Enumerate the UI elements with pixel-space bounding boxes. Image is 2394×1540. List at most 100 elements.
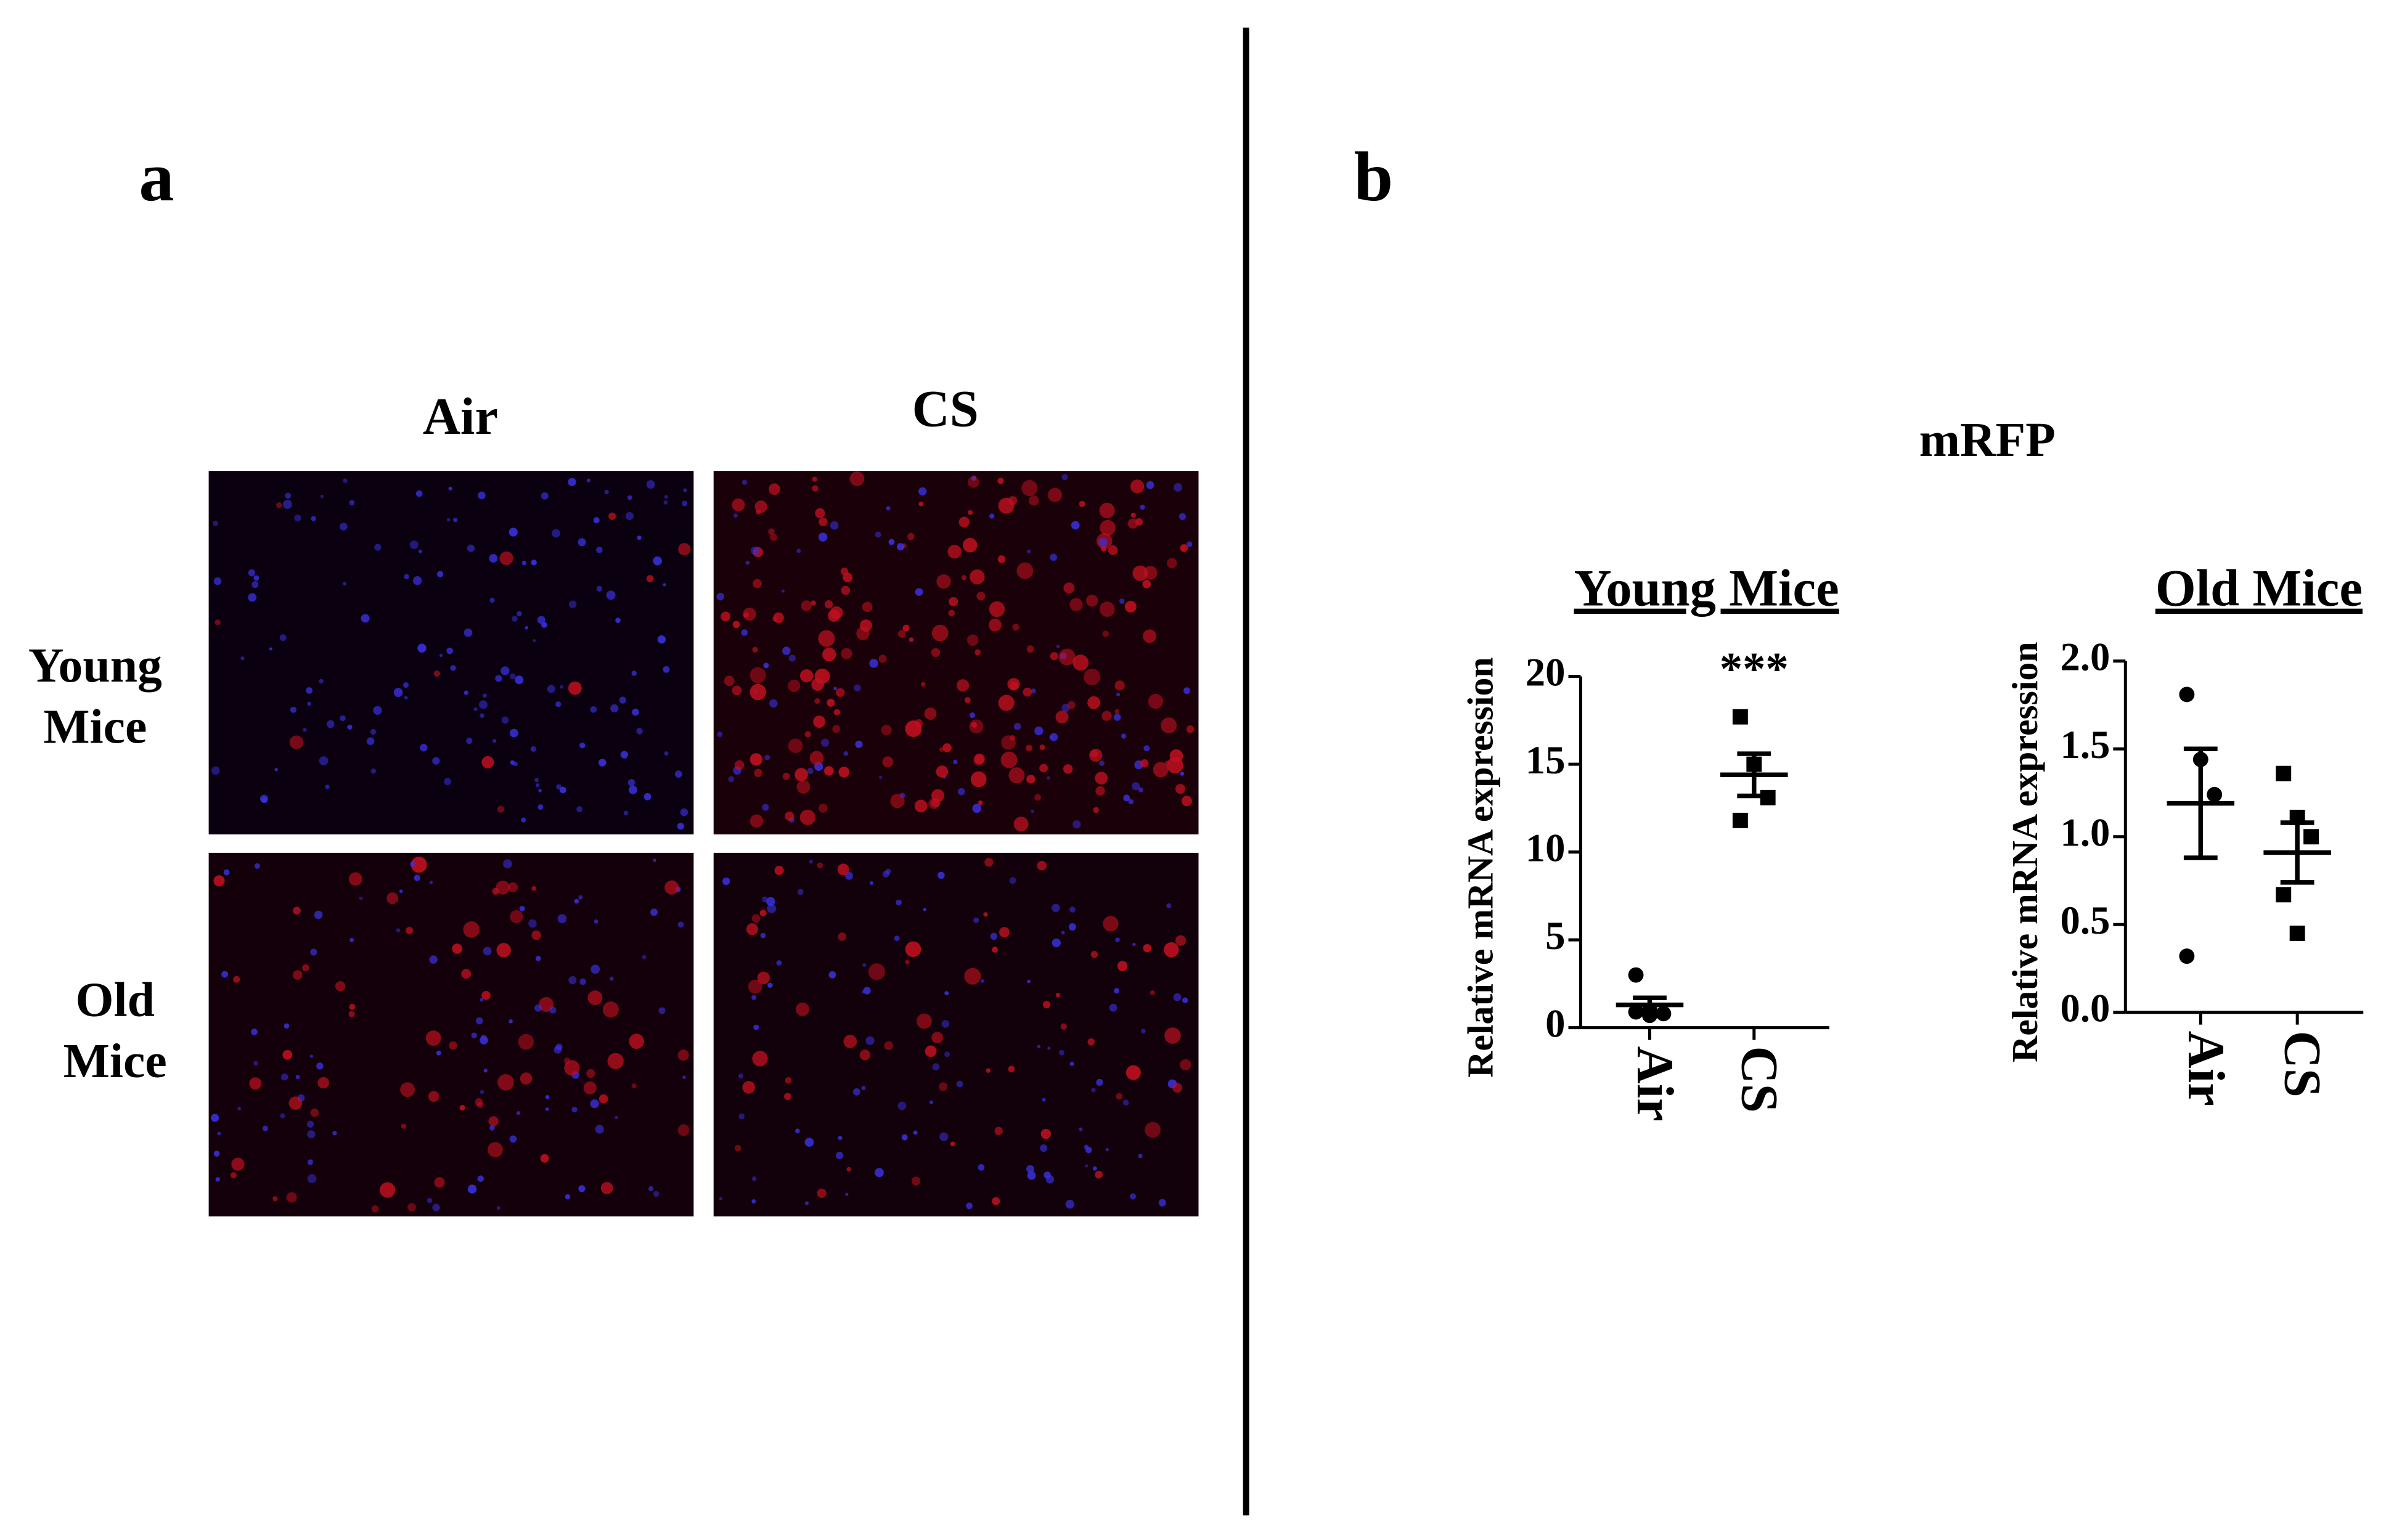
cell — [1180, 544, 1188, 552]
cell — [525, 625, 529, 630]
cell — [596, 547, 603, 553]
cell — [510, 673, 516, 680]
cell — [909, 637, 914, 642]
cell — [757, 971, 770, 985]
cell — [956, 1080, 963, 1088]
cell — [859, 619, 872, 632]
cell — [289, 735, 304, 749]
cell — [396, 928, 401, 933]
cell — [1042, 1098, 1046, 1102]
cell — [896, 899, 902, 906]
cell — [489, 1125, 495, 1131]
cell — [750, 683, 767, 701]
cell — [568, 600, 577, 608]
cell — [838, 767, 850, 778]
cell — [316, 1062, 324, 1070]
cell — [907, 532, 915, 540]
cell — [845, 1192, 849, 1196]
cell — [326, 720, 335, 728]
cell — [342, 581, 346, 586]
cell — [446, 518, 451, 522]
cell — [332, 1131, 337, 1136]
cell — [865, 1036, 875, 1045]
cell — [968, 510, 973, 515]
cell — [251, 581, 259, 589]
cell — [627, 495, 632, 500]
cell — [760, 932, 766, 939]
cell — [436, 571, 444, 577]
cell — [480, 998, 484, 1002]
cell — [286, 1192, 297, 1203]
micrographs — [208, 471, 1199, 1216]
cell — [492, 887, 499, 895]
cell — [604, 489, 609, 494]
cell — [989, 601, 1005, 617]
row-label: Mice — [43, 700, 147, 754]
cell — [901, 1134, 908, 1141]
cell — [643, 792, 652, 801]
cell — [578, 538, 586, 547]
cell — [972, 804, 982, 813]
cell — [512, 616, 518, 622]
cell — [607, 1053, 624, 1070]
cell — [1166, 903, 1172, 908]
cell — [942, 743, 952, 752]
cell — [452, 943, 463, 954]
cell — [1173, 993, 1182, 1001]
cell — [653, 858, 656, 862]
cell — [677, 1049, 689, 1061]
cell — [1039, 744, 1045, 751]
cell — [547, 685, 555, 693]
cell — [966, 1202, 973, 1210]
cell — [279, 634, 287, 642]
cell — [467, 1184, 477, 1194]
cell — [824, 600, 833, 609]
cell — [947, 545, 962, 559]
cell — [948, 609, 955, 617]
cell — [863, 987, 871, 995]
cell — [302, 964, 309, 972]
cell — [973, 917, 979, 923]
cell — [819, 517, 828, 526]
cell — [593, 517, 600, 524]
cell — [732, 685, 742, 696]
cell — [541, 492, 549, 500]
cell — [1182, 997, 1188, 1003]
cell — [745, 560, 750, 565]
cell — [406, 926, 414, 934]
cell — [849, 471, 865, 486]
cell — [410, 861, 415, 867]
cell — [822, 647, 836, 662]
cell — [306, 687, 313, 694]
cell — [590, 1099, 599, 1109]
cell — [531, 886, 537, 891]
cell — [636, 728, 643, 735]
cell — [1128, 799, 1134, 805]
cell — [415, 490, 423, 497]
cell — [253, 575, 259, 581]
cell — [559, 786, 566, 794]
cell — [574, 898, 579, 904]
cell — [814, 668, 830, 684]
cell — [896, 543, 904, 551]
cell — [1050, 553, 1058, 561]
micrograph — [208, 852, 694, 1216]
cell — [663, 666, 670, 673]
cell — [320, 494, 324, 499]
cell — [284, 1023, 290, 1029]
cell — [463, 921, 480, 938]
cell — [782, 772, 790, 780]
cell — [401, 1123, 407, 1129]
cell — [678, 543, 691, 556]
cell — [841, 585, 851, 595]
cell — [552, 529, 560, 538]
cell — [213, 520, 219, 526]
cell — [827, 698, 835, 707]
cell — [370, 728, 377, 735]
cell — [905, 959, 910, 965]
cell — [348, 872, 362, 886]
cell — [998, 695, 1015, 711]
cell — [750, 753, 762, 766]
cell — [762, 804, 769, 811]
